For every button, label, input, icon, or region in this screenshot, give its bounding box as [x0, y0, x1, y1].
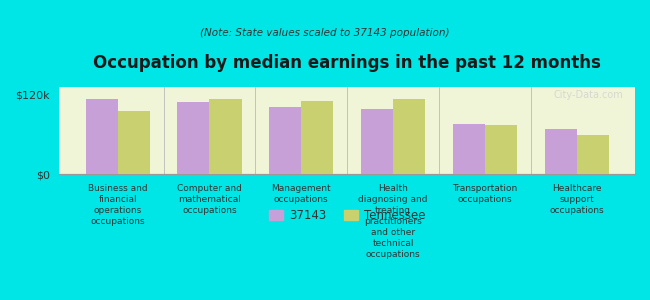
Legend: 37143, Tennessee: 37143, Tennessee	[264, 205, 430, 227]
Text: (Note: State values scaled to 37143 population): (Note: State values scaled to 37143 popu…	[200, 28, 450, 38]
Bar	[269, 107, 301, 174]
Bar	[118, 111, 150, 174]
Bar	[209, 99, 242, 174]
Bar	[393, 99, 425, 174]
Bar	[577, 135, 609, 174]
Bar	[545, 129, 577, 174]
Bar	[301, 101, 333, 174]
Bar	[361, 110, 393, 174]
Title: Occupation by median earnings in the past 12 months: Occupation by median earnings in the pas…	[93, 54, 601, 72]
Text: City-Data.com: City-Data.com	[554, 90, 623, 100]
Bar	[453, 124, 485, 174]
Bar	[485, 125, 517, 174]
Bar	[86, 99, 118, 174]
Bar	[177, 102, 209, 174]
